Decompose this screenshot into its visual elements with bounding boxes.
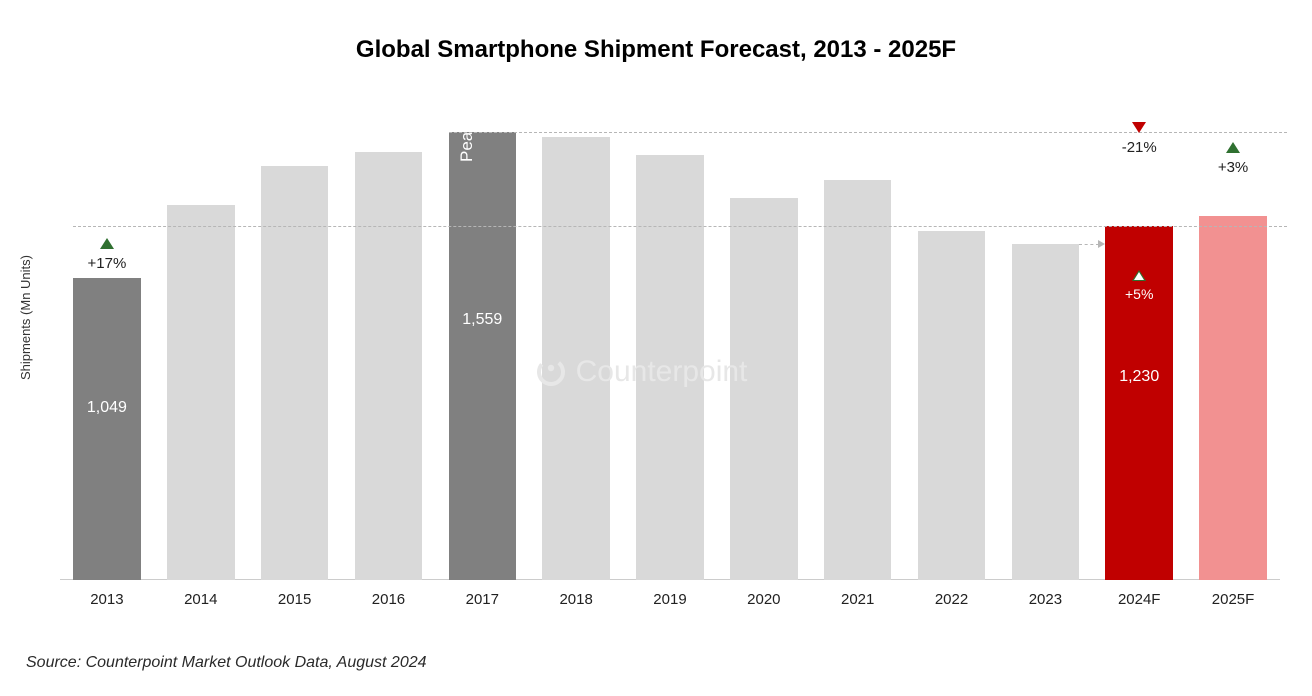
- x-tick-label: 2025F: [1199, 591, 1267, 608]
- bar: 2016: [355, 152, 423, 580]
- dashed-arrow: [1079, 244, 1099, 245]
- bar-value-label: 1,559: [449, 311, 517, 329]
- x-tick-label: 2022: [918, 591, 986, 608]
- source-note: Source: Counterpoint Market Outlook Data…: [26, 654, 427, 672]
- plot-area: 20131,049 2014 2015 2016 20171,559Peak 2018 20…: [60, 120, 1280, 580]
- triangle-up-icon: [100, 238, 114, 249]
- x-tick-label: 2023: [1012, 591, 1080, 608]
- bar: 20171,559Peak: [449, 132, 517, 580]
- triangle-down-icon: [1132, 122, 1146, 133]
- reference-line: [73, 226, 1287, 227]
- annotation-text: +17%: [73, 255, 141, 272]
- x-tick-label: 2013: [73, 591, 141, 608]
- bar: 2022: [918, 231, 986, 580]
- x-tick-label: 2018: [542, 591, 610, 608]
- bar: 2018: [542, 137, 610, 580]
- peak-label: Peak: [457, 123, 477, 162]
- bar-value-label: 1,230: [1105, 368, 1173, 386]
- bar: 2021: [824, 180, 892, 580]
- bar: 2020: [730, 198, 798, 580]
- annotation: -21%: [1105, 120, 1173, 156]
- x-tick-label: 2020: [730, 591, 798, 608]
- triangle-up-outline-icon: [1132, 270, 1146, 281]
- bar: 2014: [167, 205, 235, 580]
- triangle-up-icon: [1226, 142, 1240, 153]
- x-tick-label: 2015: [261, 591, 329, 608]
- annotation: +5%: [1105, 268, 1173, 302]
- annotation-text: -21%: [1105, 139, 1173, 156]
- annotation-text: +3%: [1199, 159, 1267, 176]
- x-tick-label: 2014: [167, 591, 235, 608]
- bar-value-label: 1,049: [73, 399, 141, 417]
- annotation: +17%: [73, 236, 141, 272]
- chart-title: Global Smartphone Shipment Forecast, 201…: [0, 36, 1312, 64]
- annotation-text: +5%: [1105, 286, 1173, 302]
- arrow-head-icon: [1098, 240, 1105, 248]
- bar: 2019: [636, 155, 704, 581]
- x-tick-label: 2017: [449, 591, 517, 608]
- y-axis-label: Shipments (Mn Units): [18, 255, 33, 380]
- bar: 2025F: [1199, 216, 1267, 580]
- x-tick-label: 2021: [824, 591, 892, 608]
- bar: 2023: [1012, 244, 1080, 580]
- bar: 20131,049: [73, 278, 141, 580]
- x-tick-label: 2016: [355, 591, 423, 608]
- x-tick-label: 2024F: [1105, 591, 1173, 608]
- bar: 2015: [261, 166, 329, 580]
- x-tick-label: 2019: [636, 591, 704, 608]
- annotation: +3%: [1199, 140, 1267, 176]
- chart-container: Global Smartphone Shipment Forecast, 201…: [0, 0, 1312, 696]
